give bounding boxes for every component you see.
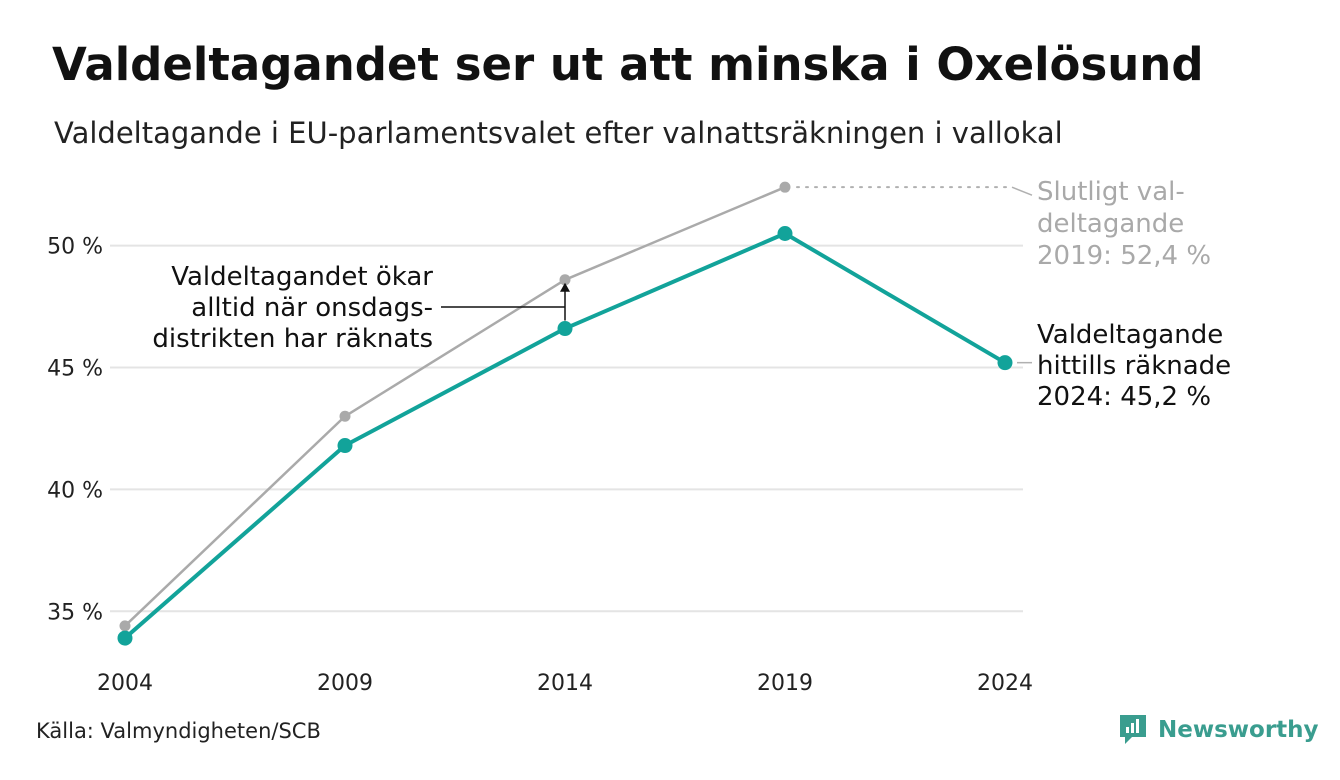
newsworthy-logo-icon bbox=[1120, 715, 1146, 744]
x-tick-label: 2024 bbox=[977, 671, 1033, 696]
data-point-final bbox=[559, 274, 571, 286]
annotation-counted-2024: Valdeltagande bbox=[1037, 320, 1223, 350]
brand-name: Newsworthy bbox=[1158, 717, 1319, 743]
series-line-final bbox=[124, 186, 786, 627]
annotation-counted-2024: 2024: 45,2 % bbox=[1037, 382, 1211, 412]
annotation-final-2019: 2019: 52,4 % bbox=[1037, 241, 1211, 271]
data-point-election_night bbox=[557, 321, 573, 337]
district-note-arrowhead bbox=[560, 282, 570, 292]
data-point-election_night bbox=[117, 630, 133, 646]
y-tick-label: 50 % bbox=[47, 235, 103, 260]
data-point-final bbox=[779, 181, 791, 193]
chart-title: Valdeltagandet ser ut att minska i Oxelö… bbox=[52, 38, 1204, 91]
brand: Newsworthy bbox=[1118, 713, 1319, 747]
annotation-final-2019: Slutligt val- bbox=[1037, 177, 1185, 207]
x-tick-label: 2019 bbox=[757, 671, 813, 696]
x-tick-label: 2014 bbox=[537, 671, 593, 696]
annotation-district-note: alltid när onsdags- bbox=[191, 293, 433, 323]
y-tick-label: 40 % bbox=[47, 478, 103, 503]
y-tick-label: 35 % bbox=[47, 600, 103, 625]
x-tick-label: 2004 bbox=[97, 671, 153, 696]
annotation-district-note: Valdeltagandet ökar bbox=[171, 262, 433, 292]
source-note: Källa: Valmyndigheten/SCB bbox=[36, 719, 321, 743]
chart-subtitle: Valdeltagande i EU-parlamentsvalet efter… bbox=[54, 116, 1063, 150]
data-point-election_night bbox=[997, 355, 1013, 371]
data-point-election_night bbox=[337, 438, 353, 454]
annotation-counted-2024: hittills räknade bbox=[1037, 351, 1231, 381]
annotation-district-note: distrikten har räknats bbox=[152, 324, 433, 354]
annotation-final-2019: deltagande bbox=[1037, 209, 1184, 239]
final-2019-leader-tick bbox=[1011, 186, 1033, 196]
data-point-final bbox=[119, 620, 131, 632]
data-point-election_night bbox=[777, 225, 793, 241]
y-tick-label: 45 % bbox=[47, 357, 103, 382]
x-tick-label: 2009 bbox=[317, 671, 373, 696]
data-point-final bbox=[339, 410, 351, 422]
